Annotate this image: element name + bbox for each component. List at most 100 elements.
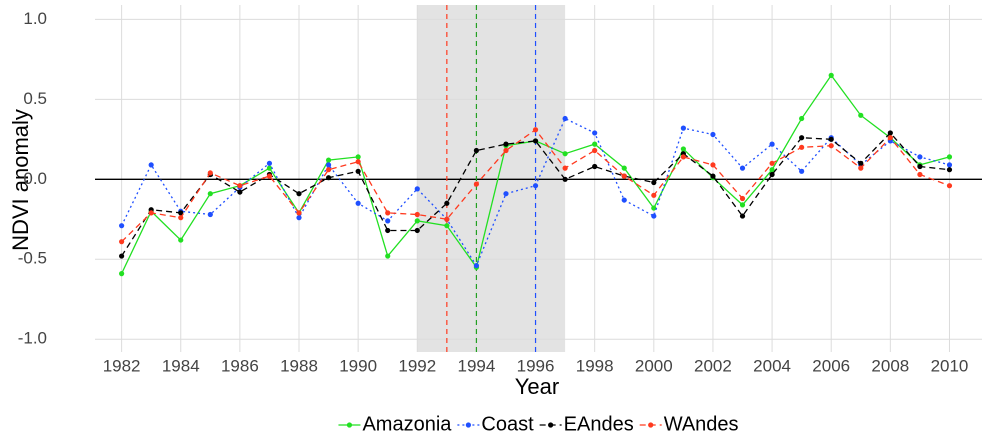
data-point: [385, 210, 391, 216]
data-point: [385, 253, 391, 259]
data-point: [946, 154, 953, 160]
y-tick-label: 1.0: [23, 9, 47, 28]
data-point: [651, 213, 657, 219]
data-point: [119, 223, 125, 229]
data-point: [917, 154, 923, 160]
data-point: [651, 192, 657, 198]
series-line: [121, 131, 950, 257]
data-point: [355, 159, 361, 165]
x-tick-label: 1994: [457, 356, 495, 375]
x-tick-label: 2000: [635, 356, 673, 375]
data-point: [651, 179, 657, 186]
legend-label: Coast: [481, 413, 534, 435]
data-point: [710, 162, 716, 168]
data-point: [178, 237, 184, 243]
data-point: [385, 227, 391, 234]
data-point: [414, 186, 420, 192]
x-tick-label: 1984: [162, 356, 200, 375]
legend-swatch-dot: [648, 422, 654, 428]
data-point: [207, 170, 213, 176]
legend-item: WAndes: [639, 413, 739, 435]
legend-label: Amazonia: [362, 413, 452, 435]
y-tick-label: 0.5: [23, 89, 47, 108]
data-point: [207, 191, 213, 197]
data-point: [148, 210, 154, 216]
data-point: [710, 173, 716, 179]
data-point: [503, 147, 509, 154]
data-point: [680, 154, 686, 160]
data-point: [355, 200, 361, 206]
data-point: [266, 173, 273, 179]
data-point: [473, 147, 480, 154]
data-point: [592, 147, 598, 154]
data-point: [296, 210, 302, 216]
x-tick-label: 2008: [871, 356, 909, 375]
data-point: [532, 138, 539, 144]
y-tick-label: -1.0: [18, 329, 47, 348]
x-tick-label: 2010: [931, 356, 969, 375]
data-point: [621, 197, 627, 203]
data-point: [799, 144, 805, 150]
data-point: [119, 239, 125, 245]
data-point: [325, 157, 332, 163]
data-point: [592, 163, 598, 170]
legend: Amazonia Coast EAndes WAndes: [338, 413, 739, 435]
data-point: [325, 167, 332, 173]
data-point: [799, 135, 805, 141]
data-point: [651, 205, 657, 211]
data-point: [414, 211, 420, 218]
data-point: [503, 141, 509, 147]
x-tick-label: 1992: [398, 356, 436, 375]
data-point: [503, 191, 509, 197]
data-point: [473, 263, 480, 269]
data-point: [769, 171, 775, 178]
data-point: [266, 160, 273, 166]
data-point: [946, 183, 953, 189]
x-tick-label: 1996: [517, 356, 555, 375]
data-point: [562, 115, 568, 122]
legend-item: EAndes: [539, 413, 634, 435]
data-point: [414, 227, 420, 234]
data-point: [858, 165, 864, 171]
x-tick-label: 2002: [694, 356, 732, 375]
data-point: [414, 218, 420, 224]
data-point: [562, 151, 568, 157]
data-point: [680, 125, 686, 131]
data-point: [385, 218, 391, 224]
data-point: [917, 171, 923, 178]
data-point: [592, 141, 598, 147]
x-tick-label: 1986: [221, 356, 259, 375]
data-point: [444, 200, 450, 206]
x-axis-title: Year: [515, 374, 559, 399]
data-point: [739, 165, 746, 171]
data-point: [858, 112, 864, 118]
data-point: [237, 189, 243, 195]
data-point: [769, 167, 775, 173]
data-point: [119, 253, 125, 259]
data-point: [739, 202, 746, 208]
data-point: [887, 135, 893, 141]
data-point: [325, 162, 332, 168]
legend-label: EAndes: [564, 413, 634, 435]
x-tick-label: 1982: [103, 356, 141, 375]
data-point: [769, 160, 775, 166]
x-tick-label: 1988: [280, 356, 318, 375]
data-point: [237, 183, 243, 189]
data-point: [710, 131, 716, 138]
data-point: [532, 127, 539, 133]
data-point: [178, 215, 184, 221]
legend-swatch-dot: [346, 422, 353, 428]
data-point: [148, 162, 154, 168]
data-point: [207, 211, 213, 218]
legend-item: Coast: [457, 413, 534, 435]
data-point: [946, 167, 953, 173]
x-tick-label: 1998: [576, 356, 614, 375]
data-point: [178, 210, 184, 216]
y-tick-label: -0.5: [18, 249, 47, 268]
data-point: [119, 271, 125, 277]
data-point: [799, 115, 805, 122]
data-point: [325, 175, 332, 181]
data-point: [473, 181, 480, 187]
shaded-region: [417, 5, 566, 352]
